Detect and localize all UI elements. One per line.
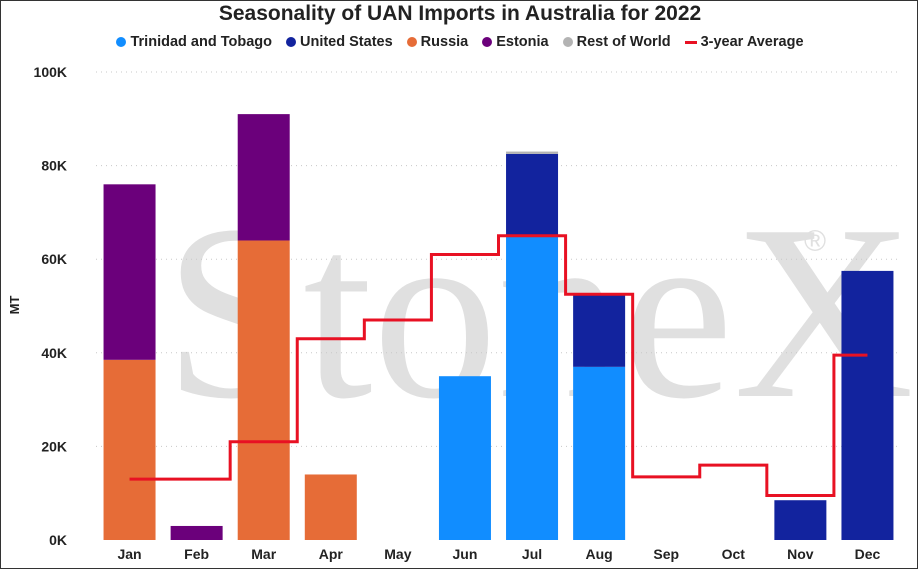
legend-item-estonia[interactable]: Estonia: [482, 34, 549, 50]
x-tick-label-jul: Jul: [522, 546, 542, 562]
bar-jun-trinidad-and-tobago[interactable]: [438, 376, 491, 540]
x-tick-label-feb: Feb: [184, 546, 209, 562]
bar-jul-rest-of-world[interactable]: [506, 151, 559, 154]
legend-swatch-russia: [406, 37, 417, 47]
legend: Trinidad and Tobago United States Russia Es…: [1, 34, 918, 50]
x-tick-label-nov: Nov: [787, 546, 814, 562]
y-tick-label: 60K: [41, 251, 67, 267]
bar-apr-russia[interactable]: [304, 474, 357, 540]
legend-label-3-year-average: 3-year Average: [700, 34, 804, 50]
legend-item-trinidad-and-tobago[interactable]: Trinidad and Tobago: [116, 34, 272, 50]
x-tick-label-may: May: [384, 546, 411, 562]
legend-item-3-year-average[interactable]: 3-year Average: [684, 34, 804, 50]
bar-mar-estonia[interactable]: [237, 114, 290, 241]
legend-swatch-3-year-average: [684, 40, 697, 44]
bar-feb-estonia[interactable]: [170, 525, 223, 540]
bar-jan-estonia[interactable]: [103, 184, 156, 360]
y-tick-label: 40K: [41, 345, 67, 361]
y-tick-label: 100K: [34, 64, 67, 80]
bar-aug-trinidad-and-tobago[interactable]: [573, 366, 626, 540]
chart-title: Seasonality of UAN Imports in Australia …: [218, 2, 702, 25]
bar-jan-russia[interactable]: [103, 359, 156, 540]
x-tick-label-mar: Mar: [251, 546, 276, 562]
bar-jul-united-states[interactable]: [506, 153, 559, 236]
legend-label-trinidad-and-tobago: Trinidad and Tobago: [130, 34, 272, 50]
legend-item-russia[interactable]: Russia: [406, 34, 469, 50]
x-tick-label-apr: Apr: [319, 546, 344, 562]
bar-nov-united-states[interactable]: [774, 500, 827, 540]
bar-mar-russia[interactable]: [237, 240, 290, 541]
x-tick-label-sep: Sep: [653, 546, 679, 562]
legend-swatch-estonia: [482, 37, 493, 47]
legend-label-rest-of-world: Rest of World: [576, 34, 671, 50]
watermark-registered-mark: ®: [804, 225, 826, 258]
x-tick-label-aug: Aug: [586, 546, 613, 562]
x-tick-label-jan: Jan: [117, 546, 141, 562]
legend-item-united-states[interactable]: United States: [286, 34, 393, 50]
legend-item-rest-of-world[interactable]: Rest of World: [562, 34, 671, 50]
x-tick-label-oct: Oct: [722, 546, 746, 562]
x-tick-label-jun: Jun: [453, 546, 478, 562]
legend-swatch-united-states: [286, 37, 296, 47]
y-tick-label: 20K: [41, 438, 67, 454]
y-tick-label: 80K: [41, 158, 67, 174]
legend-label-estonia: Estonia: [496, 34, 549, 50]
legend-swatch-trinidad-and-tobago: [116, 37, 127, 47]
legend-label-united-states: United States: [300, 34, 393, 50]
legend-swatch-rest-of-world: [562, 37, 573, 47]
bar-jul-trinidad-and-tobago[interactable]: [506, 235, 559, 541]
x-tick-label-dec: Dec: [855, 546, 881, 562]
bar-dec-united-states[interactable]: [841, 270, 894, 540]
y-axis-title: MT: [7, 296, 22, 315]
line-3-year-average[interactable]: [129, 234, 868, 498]
legend-label-russia: Russia: [420, 34, 469, 50]
bar-aug-united-states[interactable]: [573, 294, 626, 367]
y-tick-label: 0K: [49, 532, 67, 548]
